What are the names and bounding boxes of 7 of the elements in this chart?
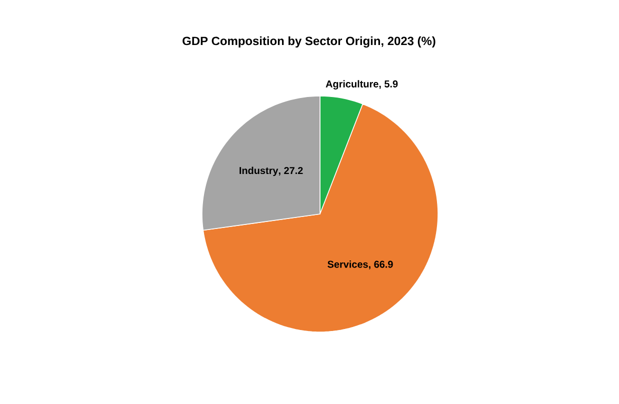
data-label: , 5.9 (379, 80, 398, 89)
data-label: , 27.2 (278, 167, 303, 176)
data-label: , 66.9 (368, 260, 393, 270)
slice-label: Agriculture (326, 80, 378, 90)
slice-label: Industry (240, 166, 278, 176)
chart-title: GDP Composition by Sector Origin, 2023 (%) (182, 36, 436, 48)
slice-label: Services (328, 260, 368, 268)
